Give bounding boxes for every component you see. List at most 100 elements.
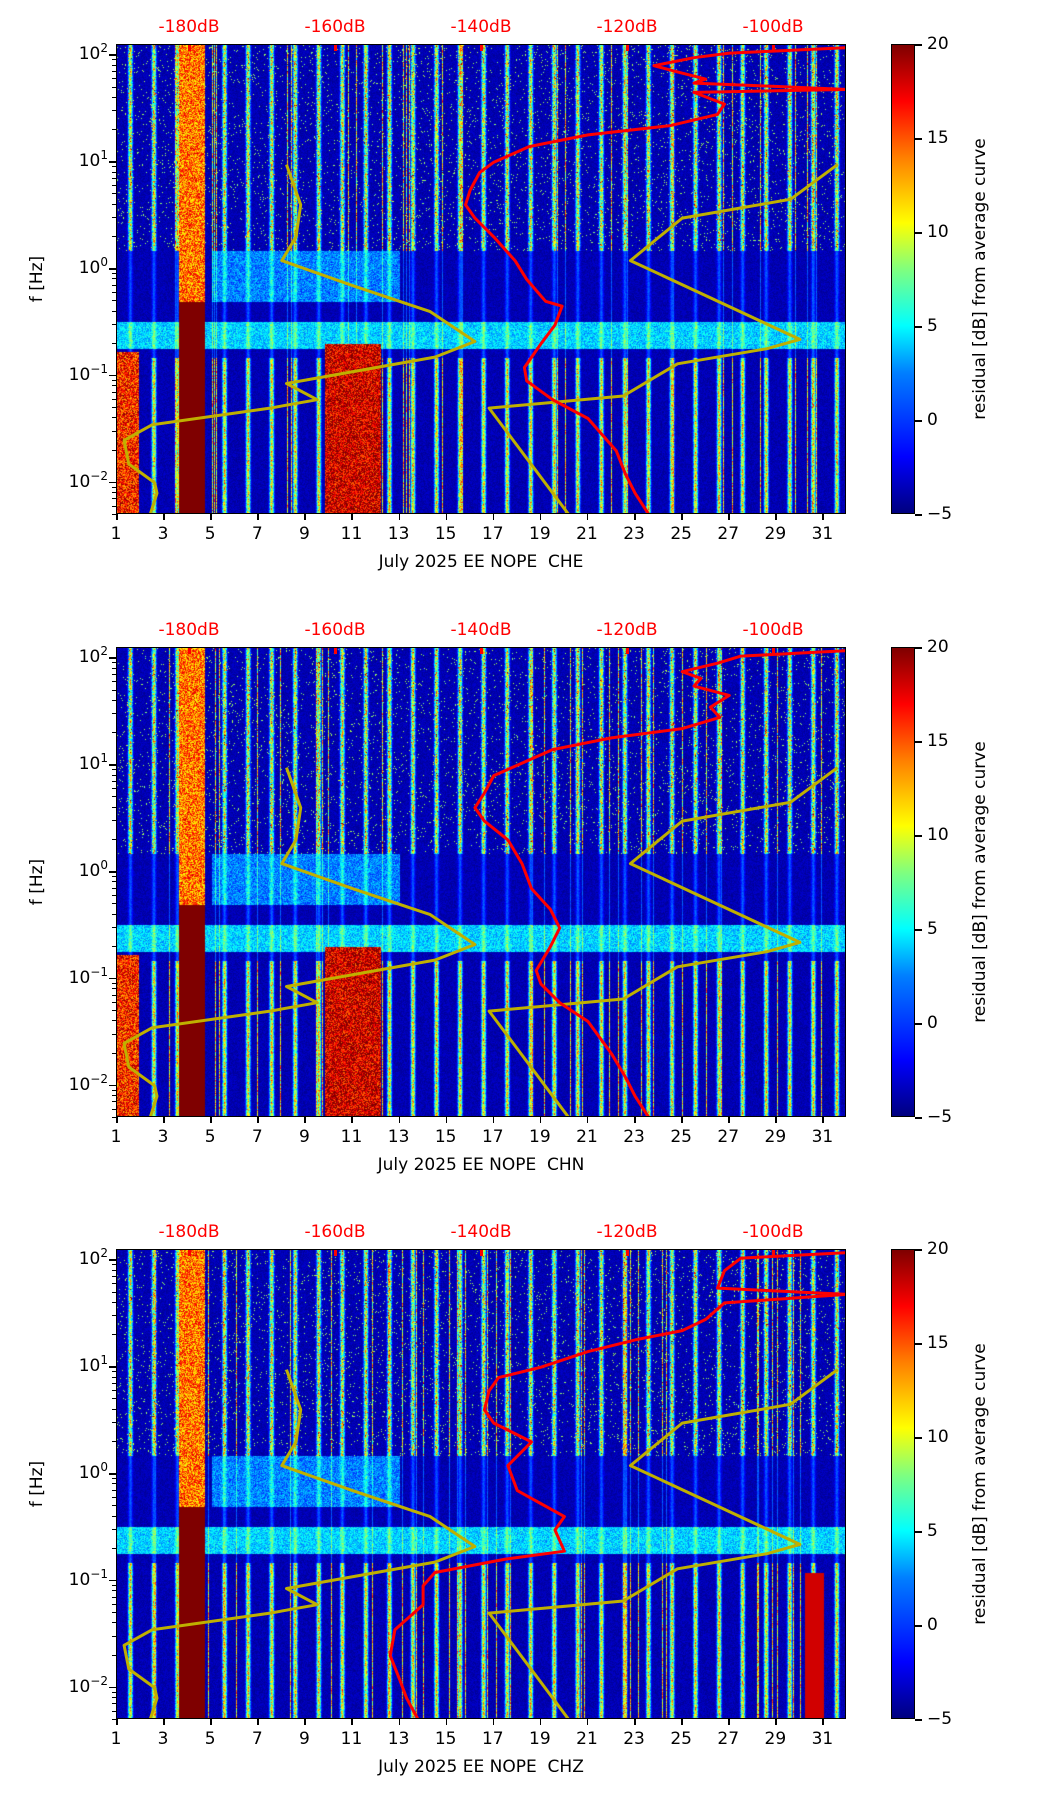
y-minor-tick: [112, 994, 116, 996]
top-db-tick: [333, 1250, 337, 1256]
y-minor-tick: [112, 913, 116, 915]
x-tick: [634, 1117, 636, 1123]
y-minor-tick: [112, 1283, 116, 1285]
y-minor-tick: [112, 96, 116, 98]
top-db-label: -140dB: [450, 17, 512, 37]
colorbar-tick-label: 10: [927, 825, 949, 845]
y-tick: [109, 764, 116, 766]
y-minor-tick: [112, 203, 116, 205]
y-tick-exponent: 0: [100, 255, 108, 270]
x-tick: [492, 1719, 495, 1725]
colorbar-tick: [915, 514, 922, 516]
x-tick: [492, 1117, 495, 1123]
average-psd-curve: [464, 46, 845, 513]
y-minor-tick: [112, 217, 116, 219]
chart-panel-che: -180dB -160dB -140dB -120dB -100dB 1 3 5 7 9 11 13 1…: [0, 0, 1052, 602]
y-tick-label: 10−1: [68, 363, 108, 385]
y-tick-base: 10: [78, 44, 101, 65]
y-minor-tick: [112, 1095, 116, 1097]
colorbar-tick: [915, 1719, 922, 1721]
y-minor-tick: [112, 379, 116, 381]
x-tick: [822, 514, 824, 520]
top-db-tick: [771, 45, 775, 51]
colorbar-label: residual [dB] from average curve: [970, 138, 990, 420]
y-tick-exponent: 0: [100, 1460, 108, 1475]
y-minor-tick: [112, 1691, 116, 1693]
y-minor-tick: [112, 398, 116, 400]
y-tick-exponent: 2: [100, 644, 108, 659]
x-tick: [681, 1719, 683, 1725]
y-tick-base: 10: [78, 861, 101, 882]
y-tick-exponent: 1: [100, 148, 108, 163]
x-tick-label: 31: [811, 524, 834, 544]
y-minor-tick: [112, 1382, 116, 1384]
colorbar-tick: [915, 420, 922, 422]
x-axis-label: July 2025 EE NOPE CHE: [378, 552, 584, 572]
average-psd-curve: [388, 1251, 845, 1718]
colorbar-tick-label: 5: [927, 1521, 938, 1541]
x-tick-label: 19: [529, 1127, 551, 1147]
x-tick-label: 5: [204, 524, 216, 544]
colorbar: [891, 44, 915, 514]
y-tick-label: 101: [79, 1353, 108, 1376]
y-minor-tick: [112, 514, 116, 515]
y-minor-tick: [112, 1515, 116, 1517]
x-tick-label: 3: [157, 524, 169, 544]
y-minor-tick: [112, 129, 116, 131]
x-tick-label: 13: [387, 524, 410, 544]
y-tick: [109, 1579, 116, 1582]
y-minor-tick: [112, 689, 116, 691]
y-tick: [109, 977, 116, 980]
y-minor-tick: [112, 774, 116, 776]
y-minor-tick: [112, 903, 116, 905]
y-tick-base: 10: [78, 647, 101, 668]
y-minor-tick: [112, 417, 116, 419]
colorbar-tick: [915, 1437, 922, 1439]
x-tick-label: 1: [110, 1729, 122, 1749]
x-tick: [351, 514, 353, 520]
top-db-tick: [771, 648, 775, 654]
y-minor-tick: [112, 1547, 116, 1549]
y-minor-tick: [112, 70, 116, 72]
x-tick-label: 27: [717, 524, 740, 544]
y-tick-label: 10−2: [69, 1675, 108, 1697]
top-db-tick: [479, 45, 483, 51]
x-tick-label: 11: [340, 524, 363, 544]
x-tick-label: 1: [110, 1127, 122, 1147]
colorbar-tick: [915, 835, 922, 837]
x-tick: [210, 514, 212, 520]
x-tick-label: 19: [529, 524, 551, 544]
model-curve-segment-1: [487, 1368, 839, 1718]
x-tick-label: 25: [670, 1127, 692, 1147]
y-minor-tick: [112, 894, 116, 896]
y-minor-tick: [112, 110, 116, 112]
y-tick-exponent: −2: [90, 468, 108, 483]
y-minor-tick: [112, 1603, 116, 1605]
y-minor-tick: [112, 769, 116, 771]
y-tick-exponent: 2: [100, 1246, 108, 1261]
x-tick-label: 17: [481, 1127, 504, 1147]
y-tick-exponent: −1: [90, 964, 108, 979]
y-tick-base: 10: [78, 1463, 101, 1484]
y-minor-tick: [112, 1371, 116, 1373]
y-tick-exponent: 1: [100, 1353, 108, 1368]
model-curve-segment-1: [487, 766, 839, 1116]
y-minor-tick: [112, 407, 116, 409]
y-tick-label: 10−1: [69, 964, 108, 988]
y-minor-tick: [112, 806, 116, 808]
colorbar-label: residual [dB] from average curve: [970, 741, 990, 1023]
y-minor-tick: [112, 184, 116, 186]
colorbar-tick: [915, 138, 922, 140]
y-minor-tick: [112, 1590, 116, 1592]
y-minor-tick: [112, 272, 116, 274]
colorbar-tick-label: 20: [927, 637, 949, 657]
colorbar-tick: [915, 1531, 922, 1533]
y-tick-exponent: 1: [100, 751, 108, 766]
y-tick-base: 10: [68, 364, 91, 385]
top-db-label: -140dB: [450, 620, 512, 640]
y-minor-tick: [112, 713, 116, 715]
y-tick-exponent: −2: [90, 1071, 108, 1086]
y-minor-tick: [112, 1033, 116, 1035]
y-minor-tick: [112, 64, 116, 66]
x-tick-label: 27: [717, 1729, 740, 1749]
